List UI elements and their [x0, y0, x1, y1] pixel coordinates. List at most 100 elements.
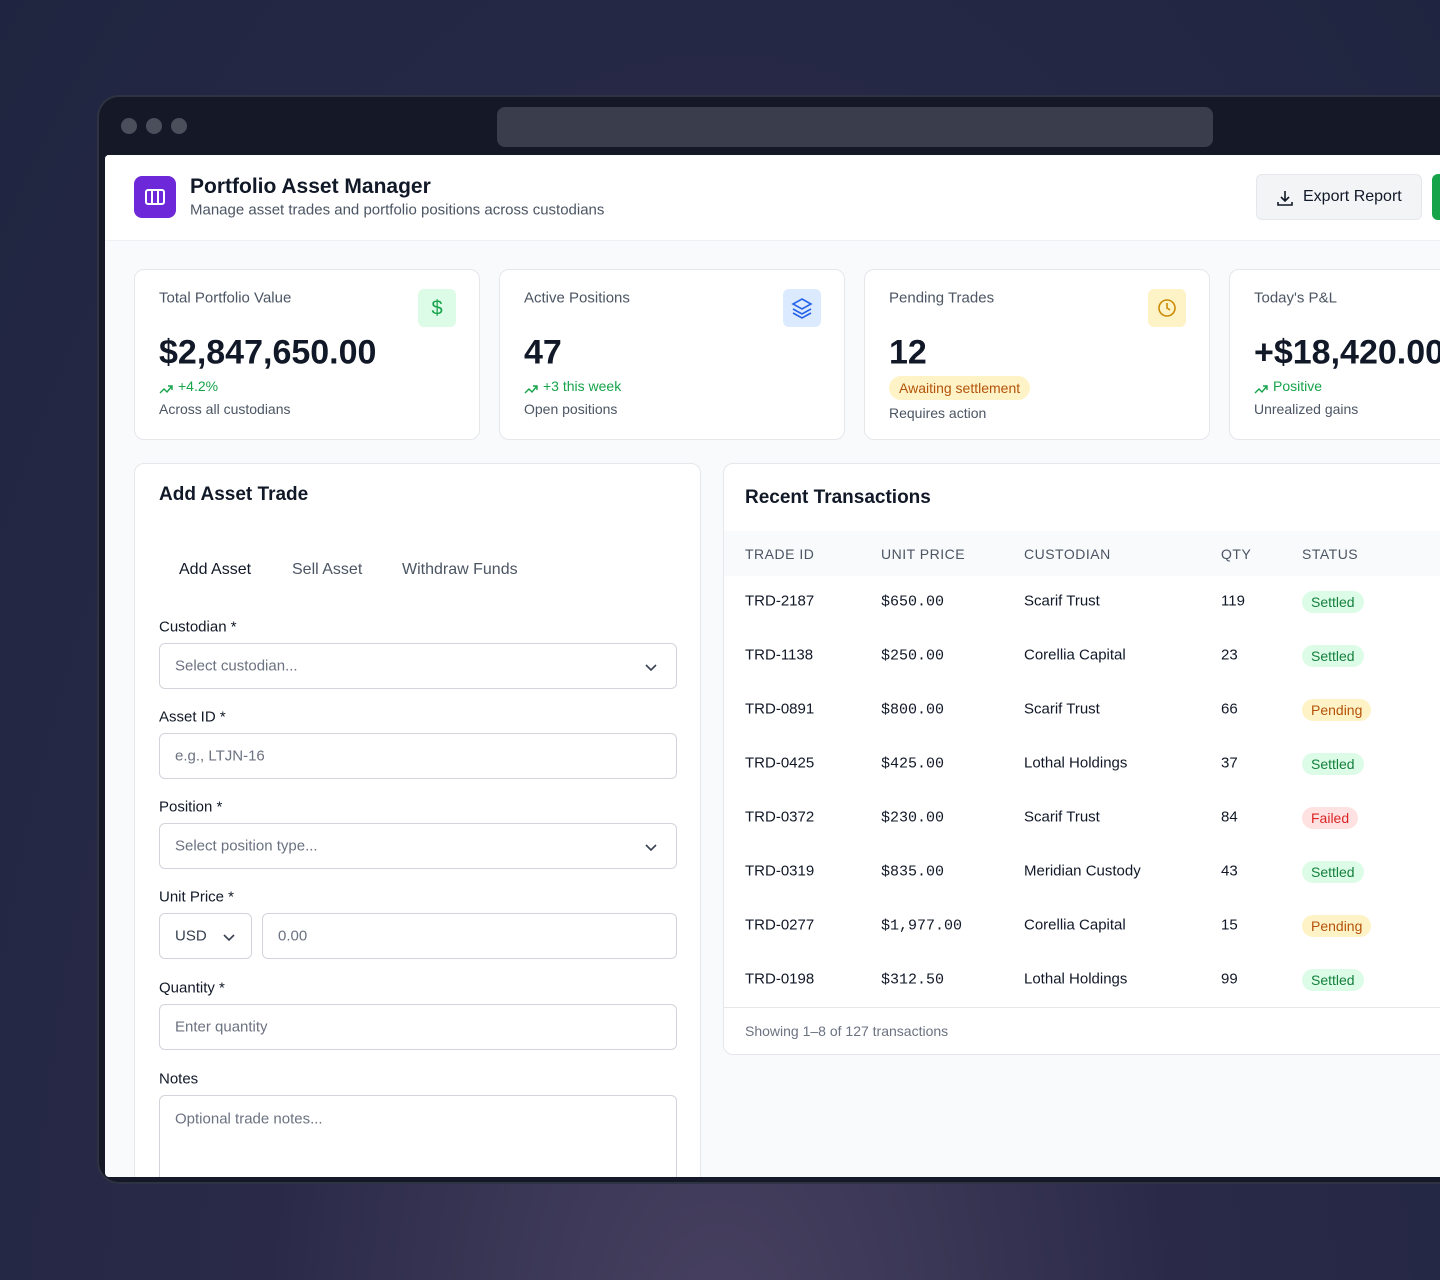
unit-price: $800.00 — [881, 701, 945, 719]
custodian: Corellia Capital — [1024, 646, 1126, 664]
stat-change: Positive — [1254, 378, 1322, 394]
chevron — [645, 664, 657, 672]
stat-icon: $ — [418, 289, 456, 327]
status-badge: Settled — [1302, 969, 1364, 991]
custodian: Meridian Custody — [1024, 862, 1141, 880]
quantity: 119 — [1221, 592, 1245, 610]
unit-price: $250.00 — [881, 647, 945, 665]
trade-id: TRD-0277 — [745, 916, 815, 934]
window-dot — [121, 118, 137, 134]
unit-price: $230.00 — [881, 809, 945, 827]
column-header: UNIT PRICE — [881, 546, 966, 562]
price-input[interactable]: 0.00 — [262, 913, 677, 959]
trend-icon — [1254, 381, 1268, 397]
stat-label: Pending Trades — [889, 289, 995, 307]
placeholder: Enter quantity — [175, 1018, 268, 1036]
status-badge: Pending — [1302, 915, 1372, 937]
stat-card: Pending Trades 12 Awaiting settlement Requi… — [864, 269, 1210, 440]
trade-id: TRD-0198 — [745, 970, 815, 988]
chevron — [223, 934, 235, 942]
quantity: 66 — [1221, 700, 1238, 718]
divider — [724, 1007, 1440, 1008]
status-badge: Failed — [1302, 807, 1359, 829]
window-dot — [146, 118, 162, 134]
trend-icon — [524, 381, 538, 397]
stat-value: 47 — [524, 333, 562, 372]
stat-badge: Awaiting settlement — [889, 376, 1031, 400]
icon: $ — [431, 297, 442, 319]
stat-value: 12 — [889, 333, 927, 372]
custodian: Corellia Capital — [1024, 916, 1126, 934]
status-badge: Pending — [1302, 699, 1372, 721]
asset-id-input[interactable]: e.g., LTJN-16 — [159, 733, 677, 779]
app-title: Portfolio Asset Manager — [190, 175, 431, 198]
stat-card: Total Portfolio Value $2,847,650.00 +4.2% A… — [134, 269, 480, 440]
form-title: Add Asset Trade — [159, 484, 309, 505]
stat-note: Open positions — [524, 401, 618, 417]
address-bar[interactable] — [497, 107, 1213, 147]
trade-id: TRD-0891 — [745, 700, 815, 718]
stat-icon — [783, 289, 821, 327]
field-label: Unit Price * — [159, 888, 235, 906]
currency-select[interactable]: USD — [159, 913, 252, 959]
column-header: QTY — [1221, 546, 1252, 562]
custodian: Lothal Holdings — [1024, 970, 1128, 988]
column-header: STATUS — [1302, 546, 1359, 562]
table-title: Recent Transactions — [745, 487, 931, 508]
trade-id: TRD-0319 — [745, 862, 815, 880]
svg-text:$: $ — [431, 297, 442, 319]
quantity: 37 — [1221, 754, 1238, 772]
custodian: Scarif Trust — [1024, 592, 1100, 610]
header: Portfolio Asset Manager Manage asset tra… — [105, 155, 1440, 241]
primary-button[interactable] — [1432, 174, 1440, 220]
stat-card: Today's P&L +$18,420.00 Positive Unrealized… — [1229, 269, 1440, 440]
stat-icon — [1148, 289, 1186, 327]
unit-price: $312.50 — [881, 971, 945, 989]
field-label: Custodian * — [159, 618, 237, 636]
column-header: CUSTODIAN — [1024, 546, 1111, 562]
quantity-input[interactable]: Enter quantity — [159, 1004, 677, 1050]
field-label: Notes — [159, 1070, 199, 1088]
logo — [134, 176, 176, 218]
notes-input[interactable]: Optional trade notes... — [159, 1095, 677, 1177]
export-button[interactable]: Export Report — [1256, 174, 1422, 220]
custodian: Lothal Holdings — [1024, 754, 1128, 772]
trade-id: TRD-1138 — [745, 646, 814, 664]
app-subtitle: Manage asset trades and portfolio positi… — [190, 201, 605, 219]
quantity: 99 — [1221, 970, 1238, 988]
stat-note: Across all custodians — [159, 401, 291, 417]
field-label: Asset ID * — [159, 708, 226, 726]
field-label: Position * — [159, 798, 223, 816]
tab[interactable]: Withdraw Funds — [402, 561, 518, 578]
trade-id: TRD-2187 — [745, 592, 815, 610]
custodian-select[interactable]: Select custodian... — [159, 643, 677, 689]
table-footer: Showing 1–8 of 127 transactions — [745, 1023, 949, 1039]
custodian: Scarif Trust — [1024, 700, 1100, 718]
tab[interactable]: Sell Asset — [292, 561, 363, 578]
stat-label: Active Positions — [524, 289, 630, 307]
placeholder: Select position type... — [175, 837, 318, 855]
stat-note: Requires action — [889, 405, 987, 421]
trend-icon — [159, 381, 173, 397]
chevron — [645, 844, 657, 852]
placeholder: 0.00 — [278, 927, 308, 945]
stat-value: +$18,420.00 — [1254, 333, 1440, 372]
trade-id: TRD-0425 — [745, 754, 815, 772]
browser-window: Portfolio Asset Manager Manage asset tra… — [97, 95, 1440, 1184]
quantity: 84 — [1221, 808, 1238, 826]
unit-price: $1,977.00 — [881, 917, 963, 935]
placeholder: e.g., LTJN-16 — [175, 747, 265, 765]
tab[interactable]: Add Asset — [179, 561, 252, 578]
stat-change: +3 this week — [524, 378, 621, 394]
app: Portfolio Asset Manager Manage asset tra… — [105, 155, 1440, 1177]
currency: USD — [175, 927, 207, 945]
stat-label: Total Portfolio Value — [159, 289, 292, 307]
status-badge: Settled — [1302, 591, 1364, 613]
logo-icon — [145, 189, 165, 205]
quantity: 15 — [1221, 916, 1238, 934]
status-badge: Settled — [1302, 753, 1364, 775]
trade-form: Add Asset Trade Add Asset Sell Asset Wit… — [134, 463, 701, 1177]
position-select[interactable]: Select position type... — [159, 823, 677, 869]
